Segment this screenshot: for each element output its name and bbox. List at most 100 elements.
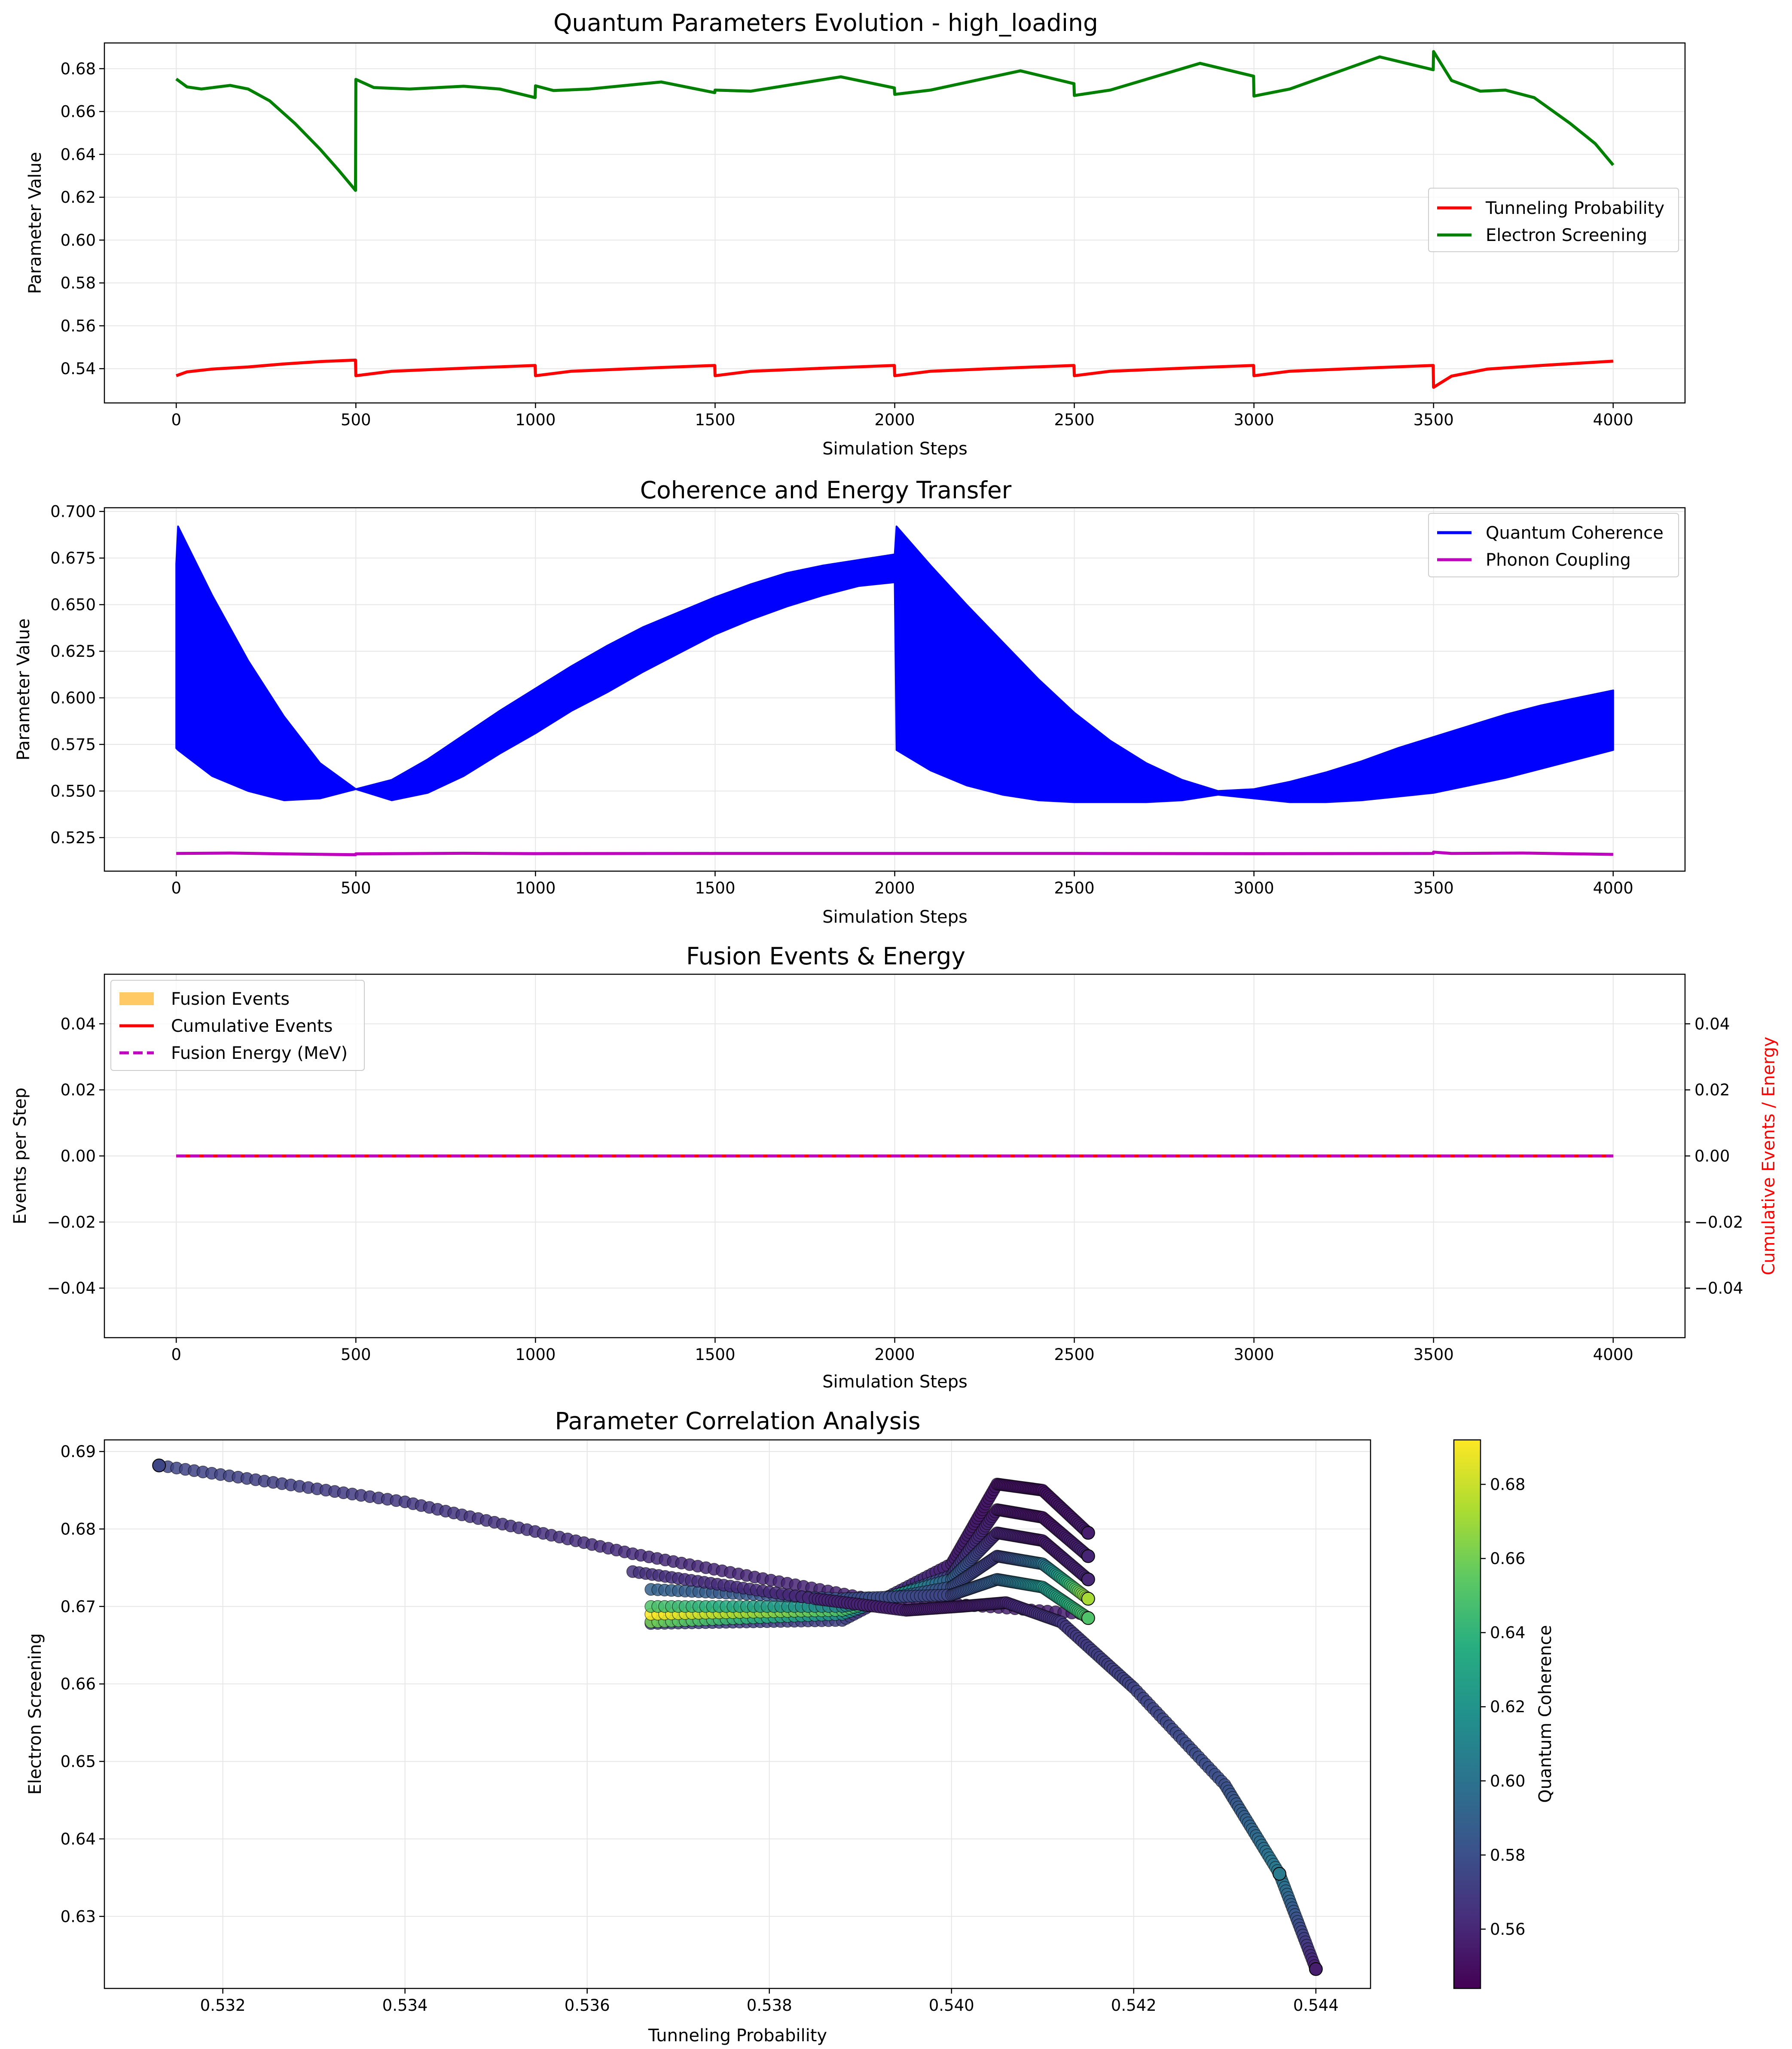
x-tick-label: 2500 (1054, 411, 1094, 429)
legend-label-fusion-events: Fusion Events (171, 989, 290, 1009)
colorbar-tick-label: 0.56 (1490, 1920, 1525, 1939)
x-tick-label: 3000 (1234, 1345, 1274, 1364)
y-tick-label: 0.68 (61, 1520, 96, 1538)
y-tick-label: 0.625 (50, 642, 96, 661)
chart-4-plot-area (104, 1439, 1371, 1989)
x-tick-label: 0.544 (1293, 1996, 1339, 2015)
colorbar-ticks: 0.56 0.58 0.60 0.62 0.64 0.66 0.68 (1481, 1476, 1525, 1939)
scatter-point (1273, 1867, 1286, 1881)
y-tick-label: 0.66 (61, 1675, 96, 1693)
x-tick-label: 500 (341, 1345, 371, 1364)
y-tick-label: 0.56 (61, 317, 96, 335)
scatter-point (1081, 1549, 1095, 1563)
y-tick-label: 0.67 (61, 1598, 96, 1616)
colorbar-tick-label: 0.62 (1490, 1698, 1525, 1716)
chart-1-x-axis-label: Simulation Steps (822, 439, 968, 459)
x-tick-label: 0.536 (565, 1996, 610, 2015)
chart-2-ticks: 0 500 1000 1500 2000 2500 3000 3500 4000 0.525 0.5… (50, 503, 1633, 897)
x-tick-label: 0 (171, 879, 181, 897)
colorbar-tick-label: 0.60 (1490, 1772, 1525, 1790)
y-tick-label: 0.550 (50, 782, 96, 800)
x-tick-label: 2000 (874, 879, 915, 897)
y-tick-label: 0.68 (61, 60, 96, 78)
chart-4-ticks: 0.532 0.534 0.536 0.538 0.540 0.542 0.544 0.63 0… (61, 1442, 1339, 2015)
legend-label-phonon-coupling: Phonon Coupling (1486, 550, 1631, 570)
scatter-point (1309, 1962, 1323, 1976)
x-tick-label: 500 (341, 879, 371, 897)
x-tick-label: 4000 (1593, 411, 1633, 429)
y-tick-label: 0.69 (61, 1442, 96, 1461)
colorbar-gradient (1453, 1439, 1481, 1989)
y-tick-label: 0.62 (61, 188, 96, 207)
y-tick-label: 0.02 (61, 1081, 96, 1099)
chart-4-x-axis-label: Tunneling Probability (648, 2026, 827, 2046)
x-tick-label: 4000 (1593, 879, 1633, 897)
legend-label-electron-screening: Electron Screening (1486, 226, 1647, 245)
chart-2-legend: Quantum Coherence Phonon Coupling (1428, 513, 1679, 577)
x-tick-label: 3500 (1413, 1345, 1454, 1364)
scatter-point (1081, 1611, 1095, 1625)
right-tick-label: 0.00 (1694, 1147, 1730, 1165)
scatter-point (152, 1458, 166, 1473)
x-tick-label: 1500 (695, 1345, 735, 1364)
y-tick-label: 0.575 (50, 735, 96, 754)
chart-3-y-axis-label: Events per Step (10, 1088, 30, 1224)
chart-4-grid (104, 1440, 1371, 1988)
y-tick-label: 0.66 (61, 103, 96, 121)
x-tick-label: 1000 (515, 1345, 556, 1364)
chart-3-title: Fusion Events & Energy (686, 942, 965, 970)
x-tick-label: 2000 (874, 1345, 915, 1364)
colorbar-label: Quantum Coherence (1536, 1625, 1555, 1803)
x-tick-label: 3000 (1234, 879, 1274, 897)
y-tick-label: 0.60 (61, 231, 96, 250)
y-tick-label: −0.02 (47, 1213, 96, 1232)
chart-4-title: Parameter Correlation Analysis (555, 1407, 921, 1435)
colorbar-tick-label: 0.64 (1490, 1624, 1525, 1642)
scatter-point (1081, 1592, 1095, 1606)
x-tick-label: 2000 (874, 411, 915, 429)
chart-fusion-events: Fusion Events & Energy 0 500 1000 1500 2000 2… (10, 942, 1779, 1392)
chart-1-ticks: 0 500 1000 1500 2000 2500 3000 3500 4000 0.54 0.56… (61, 60, 1633, 429)
legend-label-quantum-coherence: Quantum Coherence (1486, 523, 1664, 543)
scatter-point (1081, 1572, 1095, 1586)
x-tick-label: 4000 (1593, 1345, 1633, 1364)
x-tick-label: 0.540 (929, 1996, 974, 2015)
x-tick-label: 0.542 (1111, 1996, 1157, 2015)
colorbar-tick-label: 0.58 (1490, 1846, 1525, 1864)
chart-3-x-axis-label: Simulation Steps (822, 1372, 968, 1392)
x-tick-label: 0.538 (747, 1996, 792, 2015)
x-tick-label: 0 (171, 1345, 181, 1364)
y-tick-label: 0.64 (61, 145, 96, 164)
y-tick-label: 0.65 (61, 1753, 96, 1771)
colorbar-tick-label: 0.66 (1490, 1549, 1525, 1568)
chart-3-right-axis-label: Cumulative Events / Energy (1759, 1037, 1779, 1275)
colorbar: 0.56 0.58 0.60 0.62 0.64 0.66 0.68 Quantum Coh… (1453, 1439, 1555, 1989)
chart-3-legend: Fusion Events Cumulative Events Fusion E… (110, 980, 365, 1071)
y-tick-label: 0.64 (61, 1830, 96, 1848)
legend-label-tunneling-probability: Tunneling Probability (1485, 198, 1664, 218)
legend-label-fusion-energy: Fusion Energy (MeV) (171, 1043, 348, 1063)
chart-1-y-axis-label: Parameter Value (25, 152, 45, 294)
right-tick-label: −0.02 (1694, 1213, 1743, 1232)
x-tick-label: 500 (341, 411, 371, 429)
chart-coherence-energy: Coherence and Energy Transfer 0 500 1000 15… (14, 476, 1686, 927)
y-tick-label: −0.04 (47, 1279, 96, 1298)
chart-4-series (152, 1458, 1323, 1976)
colorbar-tick-label: 0.68 (1490, 1476, 1525, 1494)
chart-2-title: Coherence and Energy Transfer (640, 476, 1012, 504)
y-tick-label: 0.650 (50, 596, 96, 614)
y-tick-label: 0.54 (61, 360, 96, 378)
chart-1-title: Quantum Parameters Evolution - high_load… (553, 9, 1098, 37)
chart-4-y-axis-label: Electron Screening (25, 1633, 45, 1795)
scatter-point (1081, 1526, 1095, 1540)
legend-label-cumulative-events: Cumulative Events (171, 1016, 333, 1036)
y-tick-label: 0.04 (61, 1015, 96, 1033)
x-tick-label: 3500 (1413, 411, 1454, 429)
x-tick-label: 0.532 (200, 1996, 246, 2015)
x-tick-label: 1500 (695, 411, 735, 429)
chart-2-series (175, 525, 1614, 857)
chart-1-series (175, 50, 1615, 389)
chart-3-ticks: 0 500 1000 1500 2000 2500 3000 3500 4000 −0.04 −0.… (47, 1015, 1743, 1364)
x-tick-label: 0 (171, 411, 181, 429)
